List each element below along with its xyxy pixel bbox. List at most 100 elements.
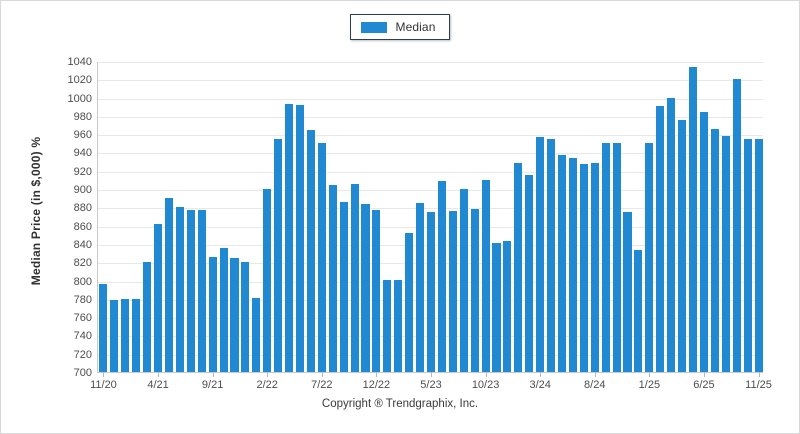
bar[interactable]	[154, 223, 163, 372]
y-axis-tick-label: 840	[73, 238, 92, 251]
bar[interactable]	[503, 241, 512, 372]
bar[interactable]	[230, 257, 239, 372]
bar[interactable]	[328, 184, 337, 372]
bar[interactable]	[492, 243, 501, 372]
bar[interactable]	[208, 256, 217, 372]
bar[interactable]	[252, 297, 261, 372]
gridline	[98, 135, 763, 137]
bar[interactable]	[339, 201, 348, 372]
bar[interactable]	[470, 209, 479, 372]
bar[interactable]	[514, 162, 523, 372]
bar[interactable]	[623, 211, 632, 372]
gridline	[98, 171, 763, 173]
bar[interactable]	[754, 138, 763, 372]
x-axis-tick-label: 2/22	[256, 379, 278, 391]
bar[interactable]	[274, 138, 283, 372]
bar[interactable]	[164, 198, 173, 372]
bar[interactable]	[612, 143, 621, 372]
x-axis-tick-label: 10/23	[471, 379, 500, 391]
y-axis-tick-label: 860	[73, 220, 92, 233]
bar[interactable]	[350, 183, 359, 372]
bar[interactable]	[426, 211, 436, 372]
y-axis-tick-label: 740	[73, 330, 92, 343]
bar[interactable]	[405, 232, 414, 372]
x-axis-tick-label: 4/21	[147, 379, 169, 391]
y-axis-tick-label: 920	[73, 165, 92, 178]
x-axis-tick-label: 1/25	[638, 379, 661, 391]
bar[interactable]	[547, 138, 556, 372]
x-axis-tick	[703, 372, 705, 377]
x-axis-tick	[485, 372, 487, 377]
bar[interactable]	[667, 97, 676, 372]
bar[interactable]	[317, 143, 326, 372]
x-axis-tick	[649, 372, 651, 377]
x-axis-tick	[212, 372, 214, 377]
bar[interactable]	[579, 164, 588, 372]
y-axis-title: Median Price (in $,000) %	[27, 56, 45, 366]
bar[interactable]	[645, 143, 654, 372]
y-axis-tick-label: 940	[73, 147, 92, 160]
bar-series-median	[98, 62, 763, 372]
bar[interactable]	[688, 67, 698, 372]
chart-legend: Median	[1, 14, 799, 40]
bar[interactable]	[525, 175, 534, 372]
bar[interactable]	[306, 129, 315, 372]
legend-swatch-icon	[360, 21, 387, 33]
bar[interactable]	[121, 298, 130, 372]
bar[interactable]	[732, 79, 741, 372]
bar[interactable]	[721, 136, 730, 372]
bar[interactable]	[459, 189, 468, 372]
y-axis-tick-label: 1000	[67, 92, 92, 105]
bar[interactable]	[437, 180, 446, 372]
bar[interactable]	[448, 211, 457, 372]
x-axis-tick-label: 6/25	[693, 379, 715, 391]
bar[interactable]	[143, 262, 152, 372]
y-axis-title-text: Median Price (in $,000) %	[29, 136, 44, 286]
bar[interactable]	[634, 250, 643, 372]
bar[interactable]	[678, 120, 687, 372]
y-axis-tick-label: 900	[73, 184, 92, 197]
bar[interactable]	[536, 136, 545, 372]
bar[interactable]	[394, 279, 403, 372]
bar[interactable]	[743, 138, 752, 372]
x-axis-tick-label: 8/24	[584, 379, 606, 391]
bar[interactable]	[361, 203, 370, 372]
bar[interactable]	[219, 247, 228, 372]
y-axis-tick-label: 960	[73, 129, 92, 142]
bar[interactable]	[656, 105, 665, 372]
x-axis-tick-label: 12/22	[362, 379, 391, 391]
gridline	[98, 116, 763, 118]
y-axis-tick-label: 780	[73, 293, 92, 306]
bar[interactable]	[175, 207, 184, 372]
bar[interactable]	[590, 162, 599, 372]
bar[interactable]	[372, 210, 381, 372]
gridline	[98, 208, 763, 210]
x-axis-tick-label: 7/22	[311, 379, 333, 391]
x-axis-tick-label: 9/21	[201, 379, 224, 391]
y-axis-tick-label: 1020	[67, 74, 92, 87]
plot-area: 700 720 740 760 780 800 820 840 860 880 900 920 940 9…	[68, 56, 772, 391]
bar[interactable]	[263, 189, 272, 372]
bar[interactable]	[601, 143, 610, 372]
bar[interactable]	[416, 202, 425, 372]
bar[interactable]	[241, 262, 250, 372]
y-axis-tick-label: 1040	[67, 56, 92, 68]
y-axis-tick-label: 720	[73, 348, 92, 361]
bar[interactable]	[710, 128, 719, 372]
bar[interactable]	[568, 157, 577, 372]
bar[interactable]	[110, 299, 119, 372]
bar[interactable]	[699, 112, 708, 372]
x-axis-tick	[376, 372, 378, 377]
bar[interactable]	[557, 155, 567, 372]
bar[interactable]	[99, 284, 108, 372]
bar[interactable]	[481, 179, 490, 372]
legend-item-median[interactable]: Median	[349, 14, 451, 40]
bar[interactable]	[132, 298, 141, 372]
bar[interactable]	[197, 210, 206, 372]
bar[interactable]	[383, 279, 392, 372]
bar[interactable]	[295, 104, 305, 372]
bar[interactable]	[186, 210, 195, 372]
bar[interactable]	[285, 104, 294, 372]
y-axis-tick-label: 880	[73, 202, 92, 215]
x-axis-tick	[321, 372, 323, 377]
